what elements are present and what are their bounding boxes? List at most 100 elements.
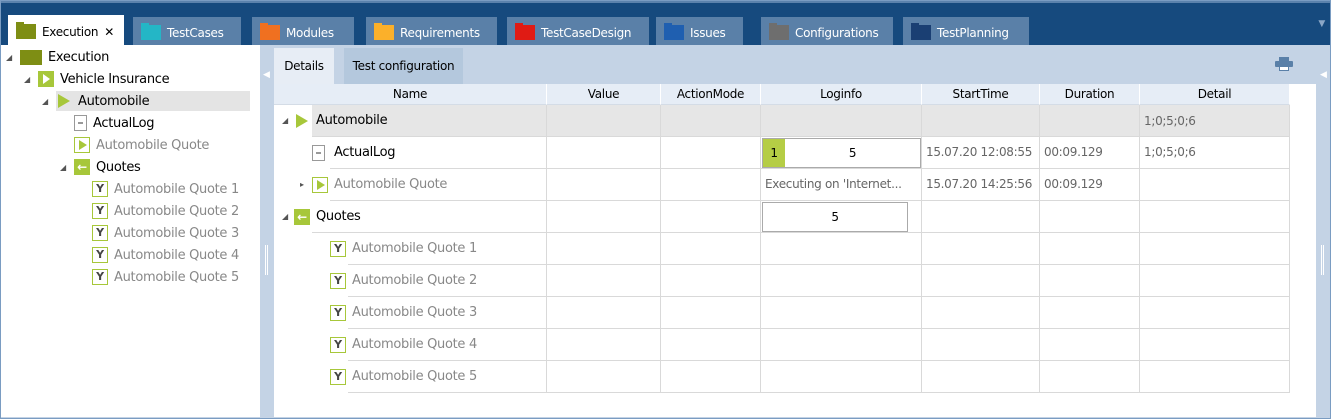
tab-configurations[interactable]: Configurations [761,17,893,48]
cell-actionmode[interactable] [661,329,761,361]
splitter-grip-icon[interactable] [265,245,268,275]
collapse-right-icon[interactable]: ◀ [1320,70,1327,80]
cell-starttime[interactable] [922,105,1040,137]
cell-value[interactable] [547,201,661,233]
cell-detail[interactable] [1140,361,1290,393]
tree-item[interactable]: Y Automobile Quote 1 [92,179,239,199]
cell-value[interactable] [547,361,661,393]
cell-value[interactable] [547,233,661,265]
tree-item[interactable]: Y Automobile Quote 4 [92,245,239,265]
right-splitter[interactable]: ◀ [1316,45,1331,417]
column-header-detail[interactable]: Detail [1140,84,1290,105]
cell-detail[interactable] [1140,169,1290,201]
loginfo-box[interactable]: 5 [762,202,908,232]
tree-item[interactable]: Vehicle Insurance [38,69,170,89]
cell-duration[interactable]: 00:09.129 [1040,137,1140,169]
column-header-name[interactable]: Name [274,84,547,105]
expand-toggle-icon[interactable]: ▸ [300,180,304,189]
row-name-cell[interactable]: Automobile Quote 1 [348,233,547,265]
cell-loginfo[interactable] [761,265,922,297]
splitter-grip-icon[interactable] [1321,245,1324,275]
cell-loginfo[interactable]: 5 [761,201,922,233]
tab-test-configuration[interactable]: Test configuration [344,48,463,84]
tree-item[interactable]: ActualLog [74,113,155,133]
cell-detail[interactable] [1140,265,1290,297]
cell-detail[interactable] [1140,297,1290,329]
row-name-cell[interactable]: ActualLog [330,137,547,169]
cell-duration[interactable] [1040,105,1140,137]
tree-item[interactable]: Automobile [56,91,250,111]
cell-duration[interactable] [1040,233,1140,265]
cell-actionmode[interactable] [661,169,761,201]
tab-testcases[interactable]: TestCases [133,17,241,48]
row-name-cell[interactable]: Automobile Quote 4 [348,329,547,361]
cell-duration[interactable] [1040,329,1140,361]
cell-loginfo[interactable] [761,361,922,393]
expand-toggle-icon[interactable]: ◢ [60,163,66,172]
cell-duration[interactable] [1040,265,1140,297]
tree-item[interactable]: Automobile Quote [74,135,209,155]
cell-loginfo[interactable] [761,233,922,265]
tab-requirements[interactable]: Requirements [366,17,497,48]
cell-starttime[interactable] [922,265,1040,297]
column-header-value[interactable]: Value [547,84,661,105]
tab-testcasedesign[interactable]: TestCaseDesign [507,17,649,48]
column-header-duration[interactable]: Duration [1040,84,1140,105]
cell-duration[interactable]: 00:09.129 [1040,169,1140,201]
cell-value[interactable] [547,105,661,137]
cell-actionmode[interactable] [661,201,761,233]
tree-item[interactable]: Y Automobile Quote 3 [92,223,239,243]
row-name-cell[interactable]: Automobile Quote 3 [348,297,547,329]
left-splitter[interactable]: ◀ [260,45,274,417]
cell-detail[interactable] [1140,329,1290,361]
row-name-cell[interactable]: Automobile Quote 5 [348,361,547,393]
cell-loginfo[interactable] [761,105,922,137]
cell-duration[interactable] [1040,361,1140,393]
column-header-starttime[interactable]: StartTime [922,84,1040,105]
cell-starttime[interactable] [922,361,1040,393]
cell-actionmode[interactable] [661,265,761,297]
cell-starttime[interactable]: 15.07.20 14:25:56 [922,169,1040,201]
cell-actionmode[interactable] [661,137,761,169]
cell-actionmode[interactable] [661,297,761,329]
expand-toggle-icon[interactable]: ◢ [282,116,288,125]
tab-issues[interactable]: Issues [656,17,743,48]
print-icon[interactable] [1275,57,1293,71]
collapse-left-icon[interactable]: ◀ [263,70,270,80]
row-name-cell[interactable]: Automobile Quote 2 [348,265,547,297]
cell-actionmode[interactable] [661,233,761,265]
cell-detail[interactable] [1140,201,1290,233]
cell-actionmode[interactable] [661,105,761,137]
column-header-actionmode[interactable]: ActionMode [661,84,761,105]
tab-overflow-dropdown-icon[interactable]: ▼ [1318,19,1325,29]
cell-starttime[interactable] [922,329,1040,361]
cell-loginfo[interactable]: Executing on 'Internet... [761,169,922,201]
expand-toggle-icon[interactable]: ◢ [282,212,288,221]
expand-toggle-icon[interactable]: ◢ [42,97,48,106]
cell-starttime[interactable] [922,297,1040,329]
cell-loginfo[interactable] [761,297,922,329]
tree-item[interactable]: Execution [20,47,109,67]
tab-execution[interactable]: Execution ✕ [8,15,124,48]
cell-duration[interactable] [1040,297,1140,329]
cell-detail[interactable]: 1;0;5;0;6 [1140,105,1290,137]
tree-item[interactable]: Y Automobile Quote 2 [92,201,239,221]
cell-value[interactable] [547,137,661,169]
cell-value[interactable] [547,297,661,329]
cell-detail[interactable] [1140,233,1290,265]
cell-value[interactable] [547,169,661,201]
cell-actionmode[interactable] [661,361,761,393]
cell-starttime[interactable] [922,233,1040,265]
column-header-loginfo[interactable]: Loginfo [761,84,922,105]
tree-item[interactable]: ← Quotes [74,157,141,177]
tab-details[interactable]: Details [274,48,334,84]
cell-loginfo[interactable] [761,329,922,361]
tree-item[interactable]: Y Automobile Quote 5 [92,267,239,287]
row-name-cell[interactable]: Quotes [312,201,547,233]
row-name-cell[interactable]: Automobile [312,105,547,137]
expand-toggle-icon[interactable]: ◢ [6,53,12,62]
cell-duration[interactable] [1040,201,1140,233]
cell-value[interactable] [547,265,661,297]
